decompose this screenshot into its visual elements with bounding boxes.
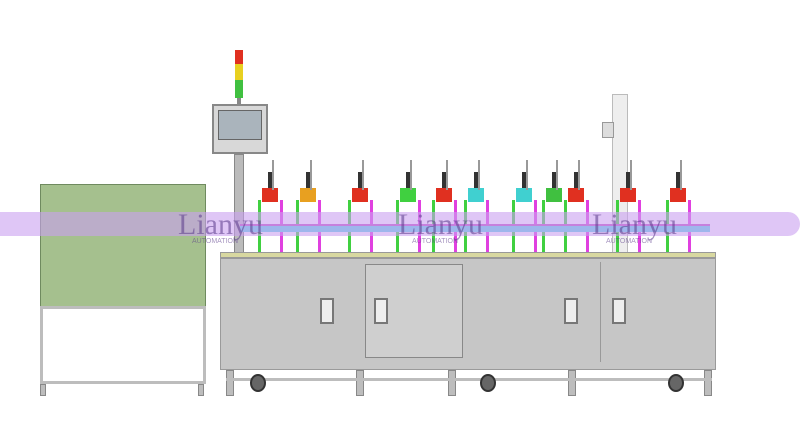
station-rod <box>578 160 580 190</box>
enclosure-leg <box>198 384 204 396</box>
station-module <box>516 188 532 202</box>
cabinet-leg <box>568 370 576 396</box>
station-rod <box>680 160 682 190</box>
station-module <box>262 188 278 202</box>
cabinet-leg <box>226 370 234 396</box>
station-rod <box>630 160 632 190</box>
cabinet-divider <box>600 262 601 362</box>
station-module <box>670 188 686 202</box>
signal-tower-yellow <box>235 64 243 80</box>
station-cylinder <box>522 172 526 192</box>
signal-tower-red <box>235 50 243 64</box>
cabinet-leg <box>704 370 712 396</box>
station-cylinder <box>406 172 410 192</box>
enclosure-leg <box>40 384 46 396</box>
caster-wheel <box>480 374 496 392</box>
enclosure-frame <box>40 306 206 384</box>
right-column-block <box>602 122 614 138</box>
worktable-top <box>220 252 716 258</box>
cabinet-leg <box>448 370 456 396</box>
station-module <box>300 188 316 202</box>
station-rod <box>272 160 274 190</box>
station-cylinder <box>552 172 556 192</box>
station-module <box>352 188 368 202</box>
caster-wheel <box>668 374 684 392</box>
caster-wheel <box>250 374 266 392</box>
watermark: Lianyu AUTOMATION <box>398 208 483 246</box>
door-handle <box>564 298 578 324</box>
station-cylinder <box>574 172 578 192</box>
door-handle <box>374 298 388 324</box>
station-module <box>400 188 416 202</box>
station-module <box>546 188 562 202</box>
station-rod <box>556 160 558 190</box>
station-cylinder <box>358 172 362 192</box>
signal-tower-green <box>235 80 243 98</box>
door-handle <box>320 298 334 324</box>
station-cylinder <box>442 172 446 192</box>
station-rod <box>362 160 364 190</box>
cabinet-leg <box>356 370 364 396</box>
door-handle <box>612 298 626 324</box>
green-enclosure <box>40 184 206 308</box>
station-cylinder <box>626 172 630 192</box>
station-rod <box>310 160 312 190</box>
station-module <box>436 188 452 202</box>
station-rod <box>526 160 528 190</box>
base-cabinet <box>220 258 716 370</box>
watermark: Lianyu AUTOMATION <box>178 208 263 246</box>
station-cylinder <box>306 172 310 192</box>
station-module <box>620 188 636 202</box>
station-cylinder <box>268 172 272 192</box>
station-rod <box>446 160 448 190</box>
station-cylinder <box>474 172 478 192</box>
leg-crossbar <box>226 378 712 381</box>
station-cylinder <box>676 172 680 192</box>
station-rod <box>478 160 480 190</box>
station-rod <box>410 160 412 190</box>
watermark: Lianyu AUTOMATION <box>592 208 677 246</box>
hmi-display <box>218 110 262 140</box>
hmi-arm <box>237 98 241 104</box>
station-module <box>468 188 484 202</box>
station-module <box>568 188 584 202</box>
watermark-band <box>0 212 800 236</box>
